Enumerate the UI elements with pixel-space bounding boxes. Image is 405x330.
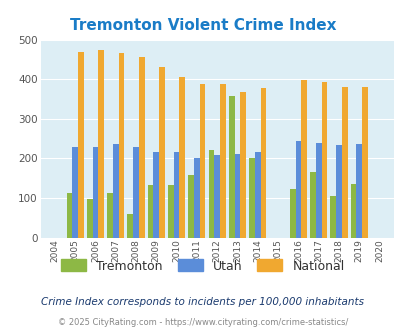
Bar: [98, 50, 104, 238]
Bar: [341, 87, 347, 238]
Bar: [330, 196, 335, 238]
Bar: [127, 214, 133, 238]
Bar: [159, 67, 164, 238]
Bar: [356, 144, 361, 238]
Bar: [214, 155, 220, 238]
Bar: [194, 158, 199, 238]
Bar: [240, 92, 245, 238]
Bar: [168, 185, 173, 238]
Bar: [254, 152, 260, 238]
Bar: [133, 147, 139, 238]
Bar: [335, 145, 341, 238]
Bar: [66, 193, 72, 238]
Bar: [350, 184, 356, 238]
Bar: [260, 87, 266, 238]
Bar: [87, 199, 92, 238]
Bar: [179, 77, 185, 238]
Bar: [72, 147, 78, 238]
Bar: [107, 193, 113, 238]
Bar: [228, 96, 234, 238]
Legend: Tremonton, Utah, National: Tremonton, Utah, National: [61, 259, 344, 273]
Bar: [153, 152, 159, 238]
Bar: [234, 154, 240, 238]
Bar: [78, 52, 83, 238]
Bar: [92, 147, 98, 238]
Bar: [199, 84, 205, 238]
Bar: [118, 53, 124, 238]
Text: Crime Index corresponds to incidents per 100,000 inhabitants: Crime Index corresponds to incidents per…: [41, 297, 364, 307]
Bar: [249, 158, 254, 238]
Bar: [113, 144, 118, 238]
Bar: [220, 84, 225, 238]
Bar: [289, 189, 295, 238]
Bar: [321, 82, 326, 238]
Bar: [188, 175, 194, 238]
Bar: [208, 150, 214, 238]
Text: © 2025 CityRating.com - https://www.cityrating.com/crime-statistics/: © 2025 CityRating.com - https://www.city…: [58, 318, 347, 327]
Bar: [173, 152, 179, 238]
Bar: [301, 80, 306, 238]
Bar: [147, 185, 153, 238]
Bar: [361, 87, 367, 238]
Text: Tremonton Violent Crime Index: Tremonton Violent Crime Index: [70, 18, 335, 33]
Bar: [139, 57, 144, 238]
Bar: [315, 143, 321, 238]
Bar: [309, 172, 315, 238]
Bar: [295, 141, 301, 238]
